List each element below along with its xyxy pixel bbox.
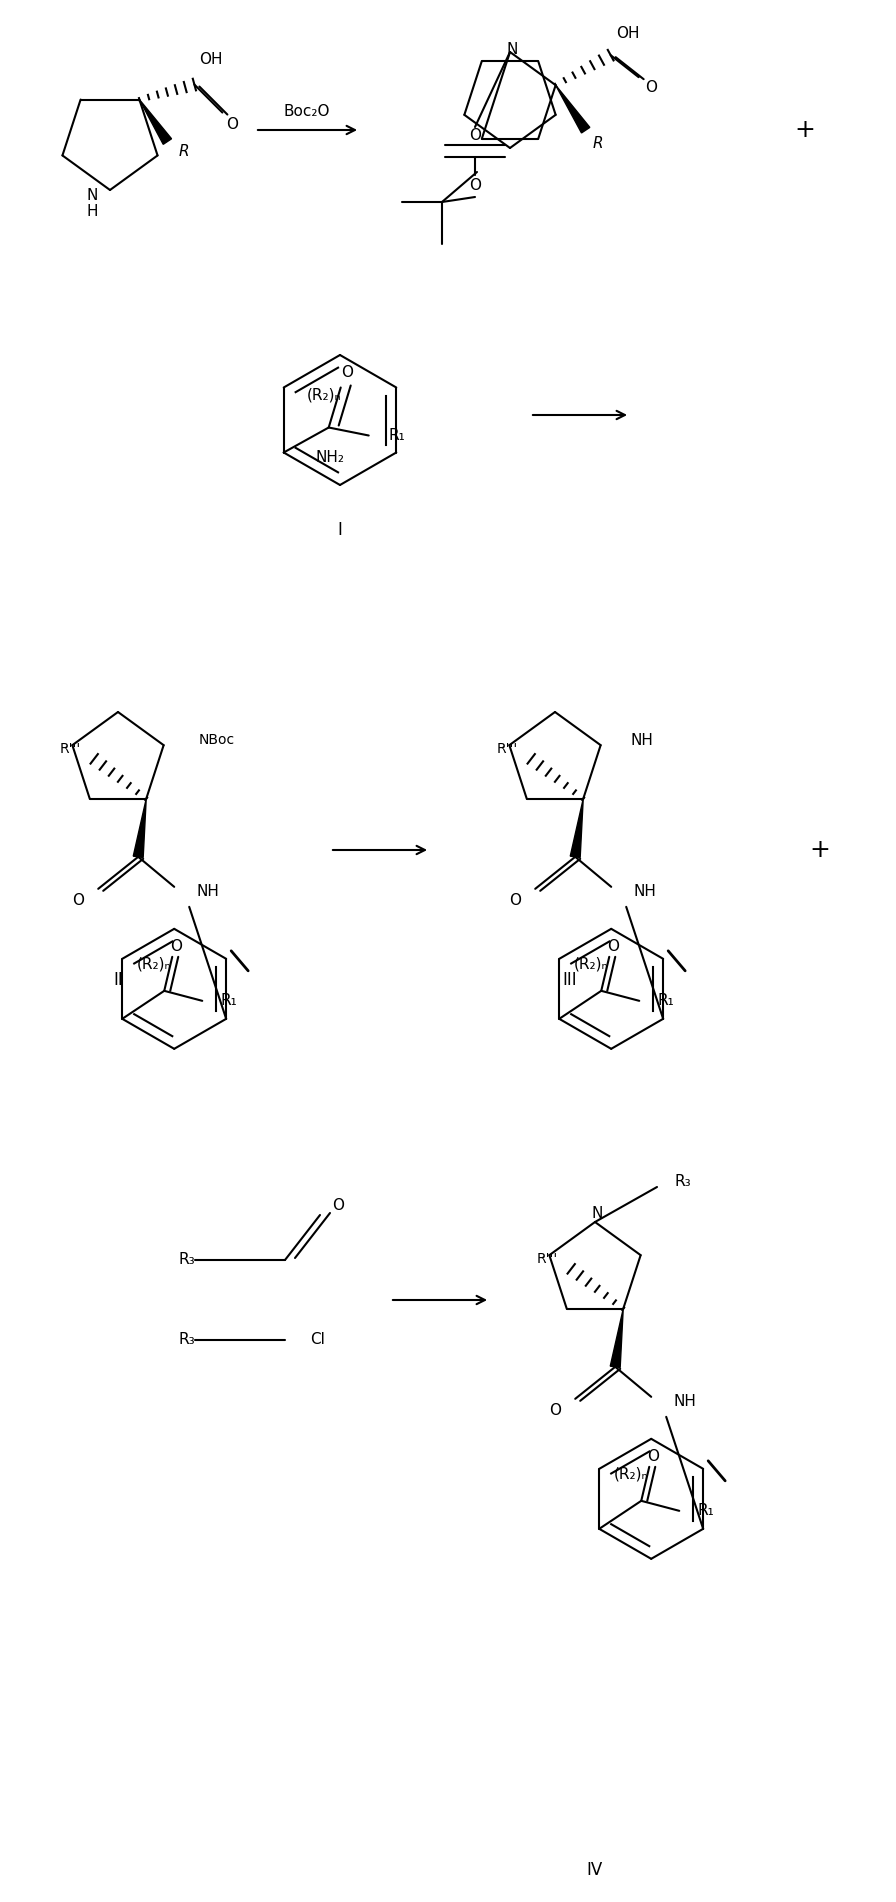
Polygon shape	[134, 799, 146, 858]
Text: O: O	[170, 940, 182, 955]
Text: R₁: R₁	[389, 428, 406, 443]
Text: N: N	[86, 188, 98, 202]
Text: O: O	[73, 894, 84, 909]
Text: OH: OH	[616, 25, 639, 40]
Text: (R₂)ₙ: (R₂)ₙ	[573, 957, 608, 972]
Text: R₃: R₃	[675, 1175, 692, 1189]
Text: +: +	[795, 118, 815, 143]
Polygon shape	[570, 799, 583, 858]
Text: O: O	[332, 1198, 344, 1212]
Polygon shape	[140, 99, 171, 145]
Text: R₁: R₁	[697, 1503, 714, 1518]
Text: N: N	[591, 1206, 603, 1221]
Text: OH: OH	[200, 51, 223, 67]
Text: R₃: R₃	[178, 1253, 195, 1267]
Text: R''': R'''	[497, 742, 518, 755]
Text: O: O	[509, 894, 521, 909]
Text: O: O	[647, 1449, 659, 1465]
Text: O: O	[644, 80, 657, 95]
Text: I: I	[338, 521, 342, 538]
Text: O: O	[549, 1404, 561, 1419]
Polygon shape	[556, 86, 590, 133]
Text: O: O	[469, 177, 481, 192]
Text: NH: NH	[673, 1394, 696, 1409]
Text: O: O	[340, 365, 353, 380]
Polygon shape	[610, 1309, 624, 1368]
Text: H: H	[86, 205, 98, 219]
Text: NH₂: NH₂	[315, 449, 344, 464]
Text: N: N	[506, 42, 518, 57]
Text: NBoc: NBoc	[199, 732, 235, 747]
Text: R₁: R₁	[658, 993, 674, 1008]
Text: R₃: R₃	[178, 1333, 195, 1347]
Text: (R₂)ₙ: (R₂)ₙ	[306, 388, 341, 403]
Text: O: O	[227, 118, 238, 131]
Text: (R₂)ₙ: (R₂)ₙ	[614, 1466, 648, 1482]
Text: Cl: Cl	[310, 1333, 325, 1347]
Text: R: R	[179, 145, 190, 160]
Text: NH: NH	[196, 884, 220, 900]
Text: NH: NH	[633, 884, 656, 900]
Text: R''': R'''	[537, 1252, 558, 1267]
Text: O: O	[607, 940, 619, 955]
Text: +: +	[810, 839, 831, 862]
Text: II: II	[113, 972, 123, 989]
Text: R₁: R₁	[220, 993, 237, 1008]
Text: IV: IV	[587, 1860, 603, 1879]
Text: NH: NH	[631, 732, 653, 747]
Text: (R₂)ₙ: (R₂)ₙ	[136, 957, 171, 972]
Text: O: O	[469, 127, 481, 143]
Text: Boc₂O: Boc₂O	[284, 105, 331, 120]
Text: R''': R'''	[60, 742, 82, 755]
Text: III: III	[563, 972, 577, 989]
Text: R: R	[592, 135, 603, 150]
